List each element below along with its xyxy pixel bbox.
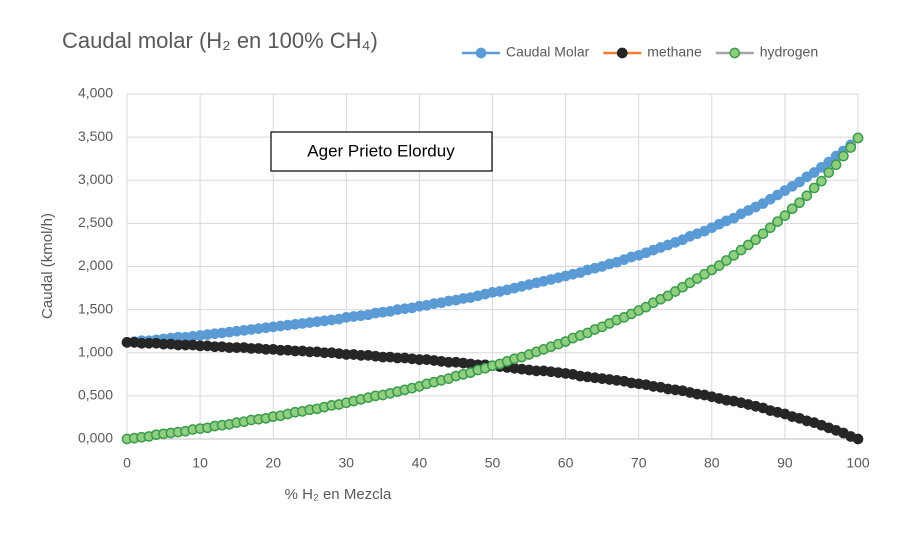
data-point	[757, 228, 769, 240]
legend-marker	[475, 47, 487, 59]
x-tick-label: 40	[412, 455, 428, 471]
y-tick-label: 3,500	[78, 128, 113, 144]
x-tick-label: 30	[339, 455, 355, 471]
data-point	[750, 234, 762, 246]
data-point	[801, 190, 813, 202]
y-tick-label: 2,500	[78, 214, 113, 230]
x-tick-label: 50	[485, 455, 501, 471]
legend-label: hydrogen	[760, 44, 818, 60]
y-tick-label: 0,500	[78, 387, 113, 403]
y-tick-label: 2,000	[78, 257, 113, 273]
annotation-box	[270, 131, 493, 172]
data-point	[713, 260, 725, 271]
x-tick-label: 10	[192, 455, 208, 471]
data-point	[808, 167, 820, 178]
data-point	[786, 203, 798, 215]
legend-marker	[729, 47, 741, 59]
data-point	[845, 142, 857, 153]
legend-marker	[616, 47, 628, 59]
data-point	[779, 210, 791, 221]
x-tick-label: 0	[123, 455, 131, 471]
x-tick-label: 80	[704, 455, 720, 471]
y-tick-label: 1,500	[78, 300, 113, 316]
x-tick-label: 70	[631, 455, 647, 471]
y-tick-label: 0,000	[78, 430, 113, 446]
annotation: Ager Prieto Elorduy	[307, 141, 455, 160]
data-point	[852, 132, 864, 144]
x-tick-label: 100	[846, 455, 870, 471]
data-point	[838, 150, 849, 162]
x-axis-title: % H₂ en Mezcla	[285, 486, 392, 503]
x-tick-label: 90	[777, 455, 793, 471]
y-tick-label: 1,000	[78, 343, 113, 359]
data-point	[743, 239, 754, 251]
data-point	[721, 255, 732, 266]
data-point	[830, 159, 842, 171]
legend-label: Caudal Molar	[506, 44, 590, 60]
data-point	[794, 176, 805, 188]
data-point	[816, 161, 827, 173]
x-tick-label: 60	[558, 455, 574, 471]
data-point	[816, 175, 827, 187]
data-point	[735, 244, 747, 256]
data-point	[823, 167, 835, 178]
data-point	[764, 222, 776, 234]
data-point	[772, 216, 783, 227]
legend-label: methane	[647, 44, 702, 60]
chart-title: Caudal molar (H₂ en 100% CH₄)	[62, 28, 378, 53]
y-axis-title: Caudal (kmol/h)	[39, 213, 56, 319]
data-point	[808, 182, 820, 194]
data-point	[728, 249, 740, 261]
y-tick-label: 3,000	[78, 171, 113, 187]
data-point	[794, 197, 805, 209]
y-tick-label: 4,000	[78, 85, 113, 101]
x-tick-label: 20	[265, 455, 281, 471]
data-point	[852, 433, 864, 445]
